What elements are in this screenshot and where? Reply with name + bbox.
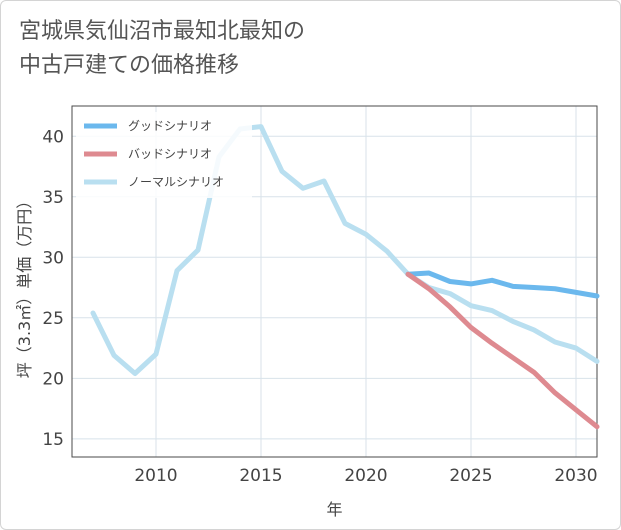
series-line-3 <box>90 124 600 376</box>
plot-area <box>71 105 598 458</box>
x-tick-label: 2025 <box>449 466 492 486</box>
x-axis-label: 年 <box>326 500 342 519</box>
series-lines <box>90 124 600 430</box>
x-tick-label: 2020 <box>344 466 387 486</box>
y-tick-label: 15 <box>42 430 64 450</box>
y-axis-label: 坪（3.3㎡）単価（万円） <box>15 193 34 378</box>
y-tick-label: 40 <box>42 127 64 147</box>
series-line-1 <box>405 270 600 299</box>
x-tick-label: 2010 <box>134 466 177 486</box>
series-line-2 <box>405 271 600 430</box>
y-tick-label: 30 <box>42 248 64 268</box>
chart-title: 宮城県気仙沼市最知北最知の 中古戸建ての価格推移 <box>19 19 306 78</box>
x-axis-ticks: 2010 2015 2020 2025 2030 <box>134 466 597 486</box>
x-tick-label: 2015 <box>239 466 282 486</box>
x-tick-label: 2030 <box>554 466 597 486</box>
legend-label: バッドシナリオ <box>128 147 212 161</box>
legend-label: グッドシナリオ <box>128 119 212 133</box>
legend-label: ノーマルシナリオ <box>128 175 224 189</box>
y-axis-ticks: 15 20 25 30 35 40 <box>42 127 64 450</box>
y-tick-label: 25 <box>42 309 64 329</box>
y-tick-label: 35 <box>42 188 64 208</box>
y-tick-label: 20 <box>42 369 64 389</box>
